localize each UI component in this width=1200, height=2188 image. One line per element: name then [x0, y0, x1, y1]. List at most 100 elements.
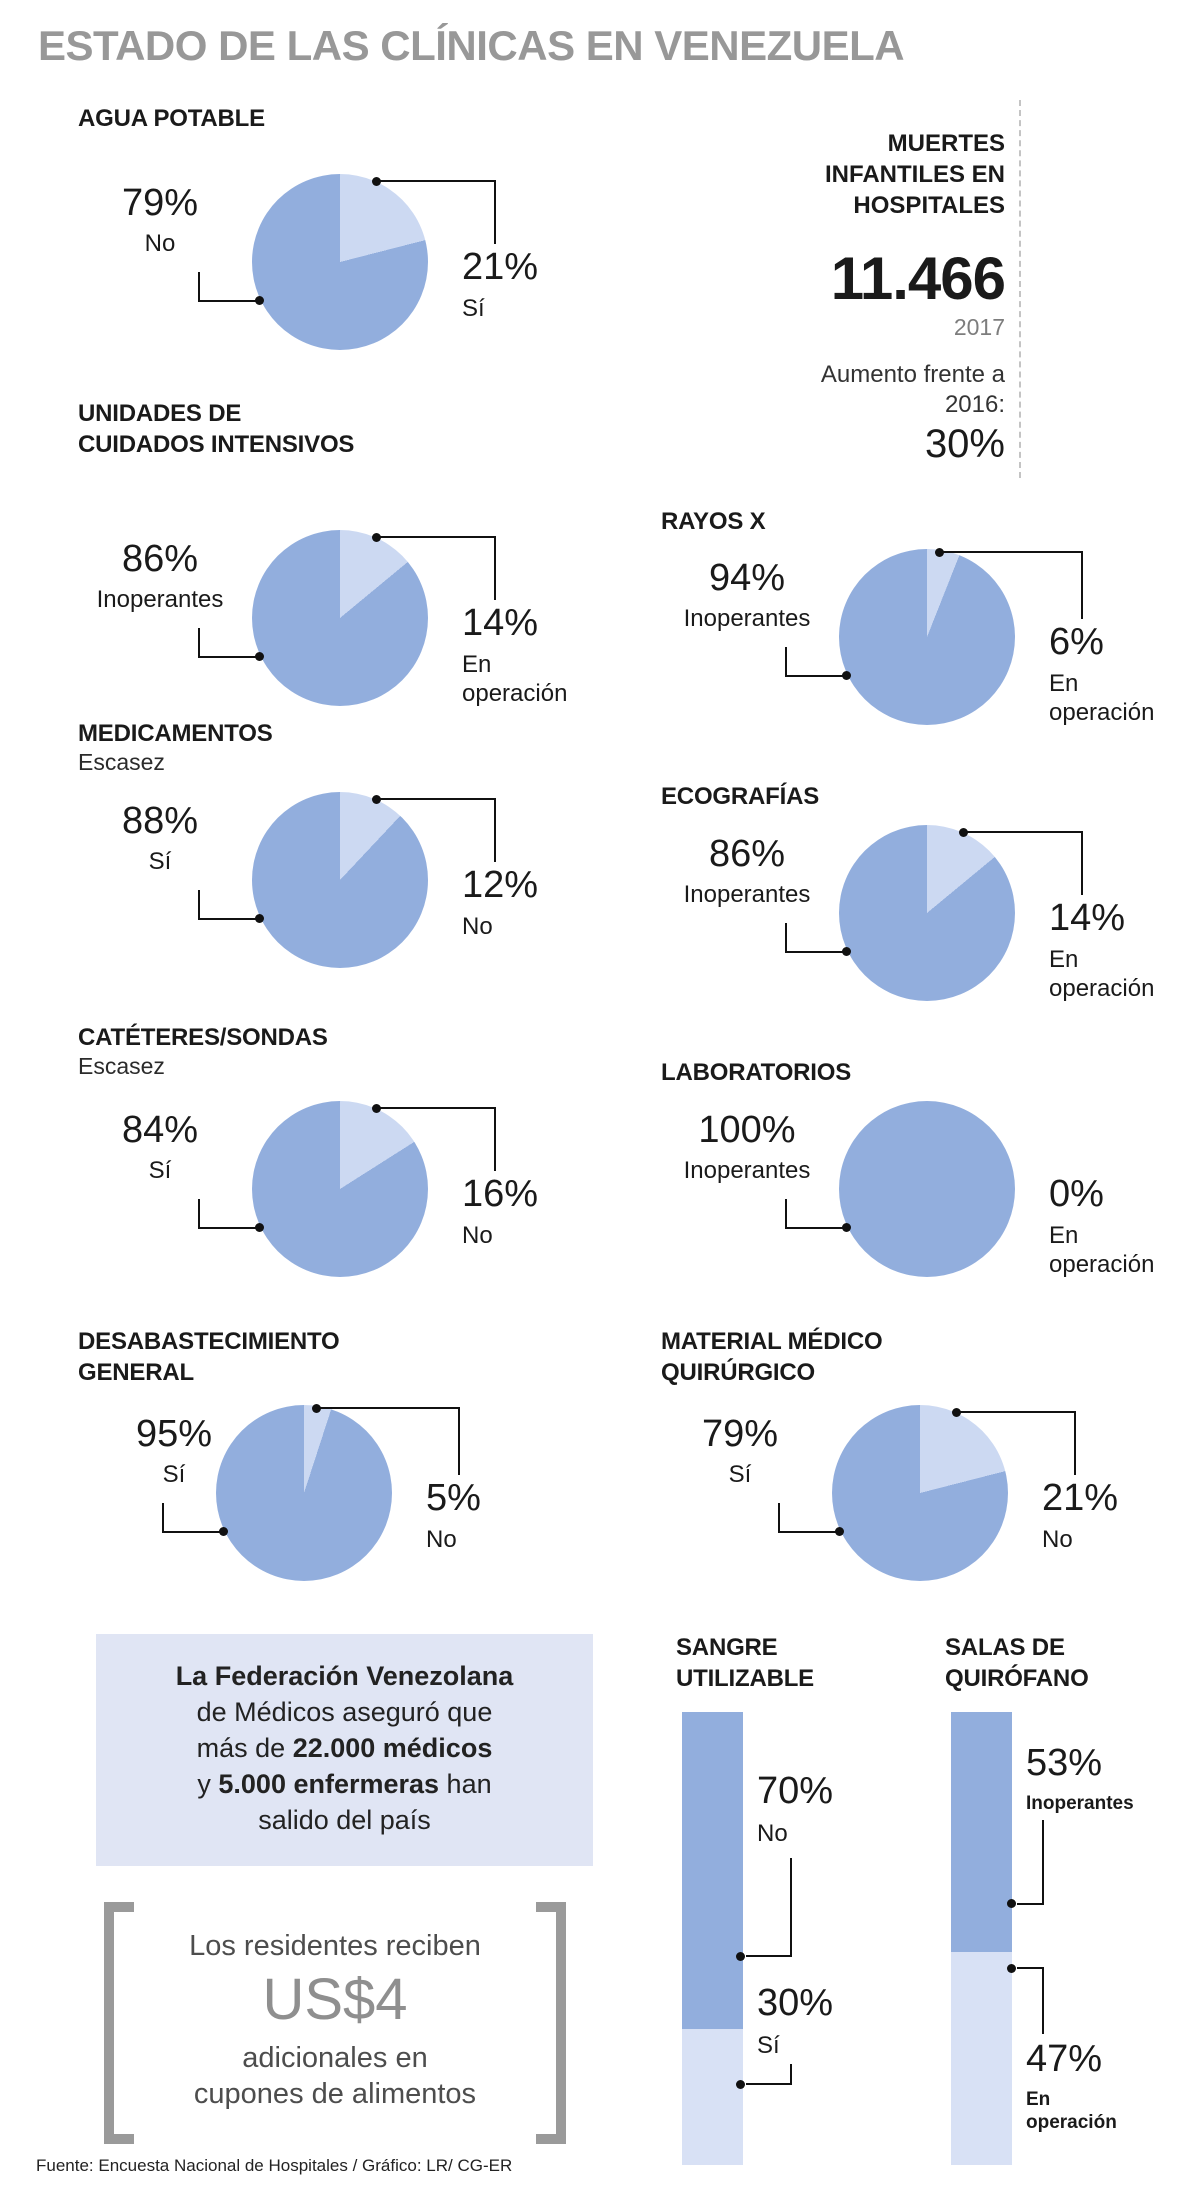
deaths-value: 11.466: [830, 245, 1006, 312]
callout-dot: [255, 914, 264, 923]
callout-line: [746, 1955, 791, 1957]
residents-line: Los residentes reciben: [189, 1930, 481, 1962]
header-laboratorios: LABORATORIOS: [661, 1059, 852, 1086]
major-percent: 95%: [135, 1413, 213, 1455]
header-salas-quirofano: SALAS DE QUIRÓFANO: [945, 1634, 1089, 1692]
callout-dot: [219, 1527, 228, 1536]
major-sublabel: No: [144, 230, 176, 257]
callout-line: [1042, 1967, 1044, 2034]
minor-sublabel: No: [1042, 1526, 1073, 1553]
bar-top-percent: 70%: [757, 1770, 834, 1812]
infobox-text: más de: [196, 1733, 293, 1763]
infant-deaths-stat: MUERTES INFANTILES EN HOSPITALES 11.466 …: [700, 128, 1006, 473]
callout-dot: [372, 533, 381, 542]
bar-segment-top: [951, 1712, 1012, 1953]
pie-chart-cateteres: 84% Sí 16% No: [50, 1059, 610, 1299]
callout-line: [746, 2083, 791, 2085]
callout-dot: [959, 828, 968, 837]
major-sublabel: Sí: [148, 1157, 172, 1184]
major-sublabel: Sí: [162, 1461, 186, 1488]
callout-dot: [842, 671, 851, 680]
pie-chart-uci: 86% Inoperantes 14% En operación: [50, 488, 610, 728]
minor-percent: 21%: [1042, 1477, 1119, 1519]
infobox-text: y: [197, 1769, 219, 1799]
minor-percent: 5%: [426, 1477, 481, 1519]
callout-dot: [255, 652, 264, 661]
pie-medicamentos: [252, 792, 428, 968]
bar-top-sublabel: No: [757, 1820, 788, 1847]
callout-line: [785, 1227, 847, 1229]
residents-amount: US$4: [262, 1967, 408, 2032]
bar-column: [682, 1712, 743, 2165]
callout-line: [941, 551, 1082, 553]
callout-line: [785, 1199, 787, 1229]
federation-infobox: La Federación Venezolana de Médicos aseg…: [96, 1634, 593, 1866]
deaths-increase-label: Aumento frente a 2016:: [820, 361, 1005, 418]
bar-segment-top: [682, 1712, 743, 2030]
callout-line: [494, 180, 496, 244]
infobox-line: La Federación Venezolana: [175, 1661, 514, 1691]
minor-percent: 12%: [462, 864, 539, 906]
pie-laboratorios: [839, 1101, 1015, 1277]
major-sublabel: Inoperantes: [683, 1157, 811, 1184]
infobox-line: más de 22.000 médicos: [96, 1730, 593, 1766]
minor-percent: 14%: [462, 602, 539, 644]
infobox-line: salido del país: [258, 1805, 431, 1835]
minor-percent: 6%: [1049, 621, 1104, 663]
right-bracket: [536, 1902, 566, 2144]
pie-chart-agua-potable: 79% No 21% Sí: [50, 132, 610, 372]
callout-line: [965, 831, 1082, 833]
callout-dot: [312, 1404, 321, 1413]
callout-line: [1081, 831, 1083, 895]
callout-line: [378, 798, 495, 800]
callout-line: [790, 2064, 792, 2085]
residents-quote: Los residentes reciben US$4 adicionales …: [104, 1902, 566, 2144]
callout-dot: [255, 296, 264, 305]
header-sangre-utilizable: SANGRE UTILIZABLE: [676, 1634, 814, 1692]
deaths-year: 2017: [953, 314, 1005, 340]
callout-line: [198, 890, 200, 920]
callout-dot: [952, 1408, 961, 1417]
callout-line: [1017, 1903, 1044, 1905]
pie-chart-medicamentos: 88% Sí 12% No: [50, 750, 610, 990]
callout-line: [318, 1407, 459, 1409]
minor-percent: 21%: [462, 246, 539, 288]
infobox-bold-text: 5.000 enfermeras: [218, 1769, 440, 1799]
callout-line: [378, 180, 495, 182]
minor-sublabel: No: [462, 1222, 493, 1249]
callout-dot: [835, 1527, 844, 1536]
major-percent: 79%: [121, 182, 199, 224]
bar-segment-bottom: [951, 1952, 1012, 2165]
major-percent: 94%: [708, 557, 786, 599]
callout-dot: [255, 1223, 264, 1232]
bar-bottom-percent: 30%: [757, 1982, 834, 2024]
callout-line: [785, 951, 847, 953]
bar-segment-bottom: [682, 2029, 743, 2165]
subtitle-cateteres: Escasez: [78, 1053, 165, 1079]
callout-line: [494, 536, 496, 600]
bar-bottom-sublabel: En operación: [1026, 2089, 1117, 2133]
callout-line: [162, 1503, 164, 1533]
header-agua-potable: AGUA POTABLE: [78, 105, 265, 132]
page-title: ESTADO DE LAS CLÍNICAS EN VENEZUELA: [38, 22, 905, 69]
left-bracket: [104, 1902, 134, 2144]
callout-dot: [1007, 1899, 1016, 1908]
callout-dot: [842, 947, 851, 956]
callout-line: [1074, 1411, 1076, 1475]
minor-sublabel: En operación: [462, 651, 568, 707]
pie-chart-material-medico: 79% Sí 21% No: [630, 1363, 1190, 1603]
pie-desabastecimiento: [216, 1405, 392, 1581]
pie-chart-desabastecimiento: 95% Sí 5% No: [14, 1363, 574, 1603]
subtitle-medicamentos: Escasez: [78, 749, 165, 775]
infobox-line: y 5.000 enfermeras han: [96, 1766, 593, 1802]
pie-uci: [252, 530, 428, 706]
callout-dot: [372, 1104, 381, 1113]
callout-line: [778, 1531, 840, 1533]
header-material-medico: MATERIAL MÉDICO QUIRÚRGICO: [661, 1328, 883, 1386]
minor-percent: 14%: [1049, 897, 1126, 939]
header-desabastecimiento: DESABASTECIMIENTO GENERAL: [78, 1328, 340, 1386]
infobox-bold-text: 22.000 médicos: [292, 1733, 493, 1763]
callout-line: [790, 1858, 792, 1957]
infobox-line: de Médicos aseguró que: [196, 1697, 493, 1727]
header-cateteres: CATÉTERES/SONDAS: [78, 1024, 328, 1051]
